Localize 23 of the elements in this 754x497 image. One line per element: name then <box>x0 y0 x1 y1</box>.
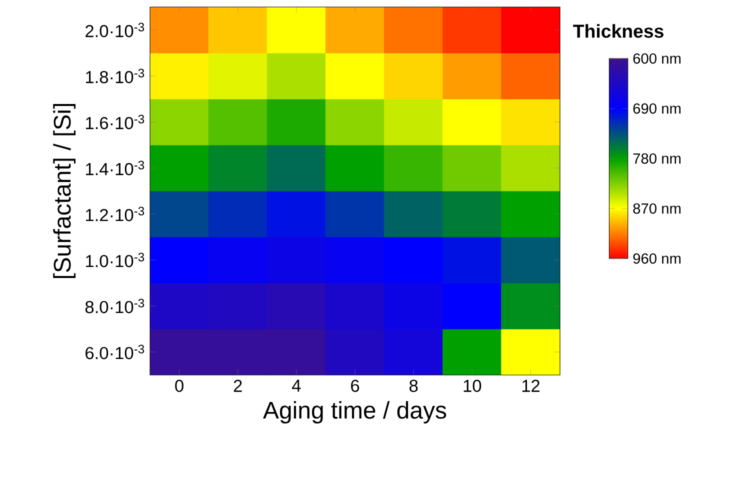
y-axis-title: [Surfactant] / [Si] <box>53 104 76 278</box>
x-axis-title: Aging time / days <box>263 401 446 424</box>
y-tick-label: 8.0·10$^{-3}$ <box>85 298 144 314</box>
color-bar-label: 960 nm <box>633 253 681 264</box>
color-bar-label: 780 nm <box>633 153 681 164</box>
x-tick-label: 8 <box>410 380 418 392</box>
y-tick-label: 1.0·10$^{-3}$ <box>86 252 144 268</box>
y-tick-label: 6.0·10$^{-3}$ <box>86 344 144 360</box>
color-bar-title: Thickness <box>573 24 664 38</box>
color-bar-label: 690 nm <box>633 103 681 114</box>
x-tick-label: 10 <box>464 380 482 392</box>
y-tick-label: 1.6·10$^{-3}$ <box>86 114 144 130</box>
x-tick-label: 0 <box>175 380 184 392</box>
color-bar-label: 870 nm <box>633 203 681 214</box>
y-tick-label: 1.2·10$^{-3}$ <box>86 206 144 222</box>
x-tick-label: 12 <box>522 380 540 392</box>
color-bar-label: 600 nm <box>633 53 681 64</box>
y-tick-label: 1.4·10$^{-3}$ <box>86 160 144 176</box>
x-tick-label: 6 <box>351 380 360 392</box>
y-tick-label: 2.0·10$^{-3}$ <box>86 22 144 38</box>
y-tick-label: 1.8·10$^{-3}$ <box>86 68 144 84</box>
x-tick-label: 2 <box>234 380 242 392</box>
x-tick-label: 4 <box>292 380 301 392</box>
